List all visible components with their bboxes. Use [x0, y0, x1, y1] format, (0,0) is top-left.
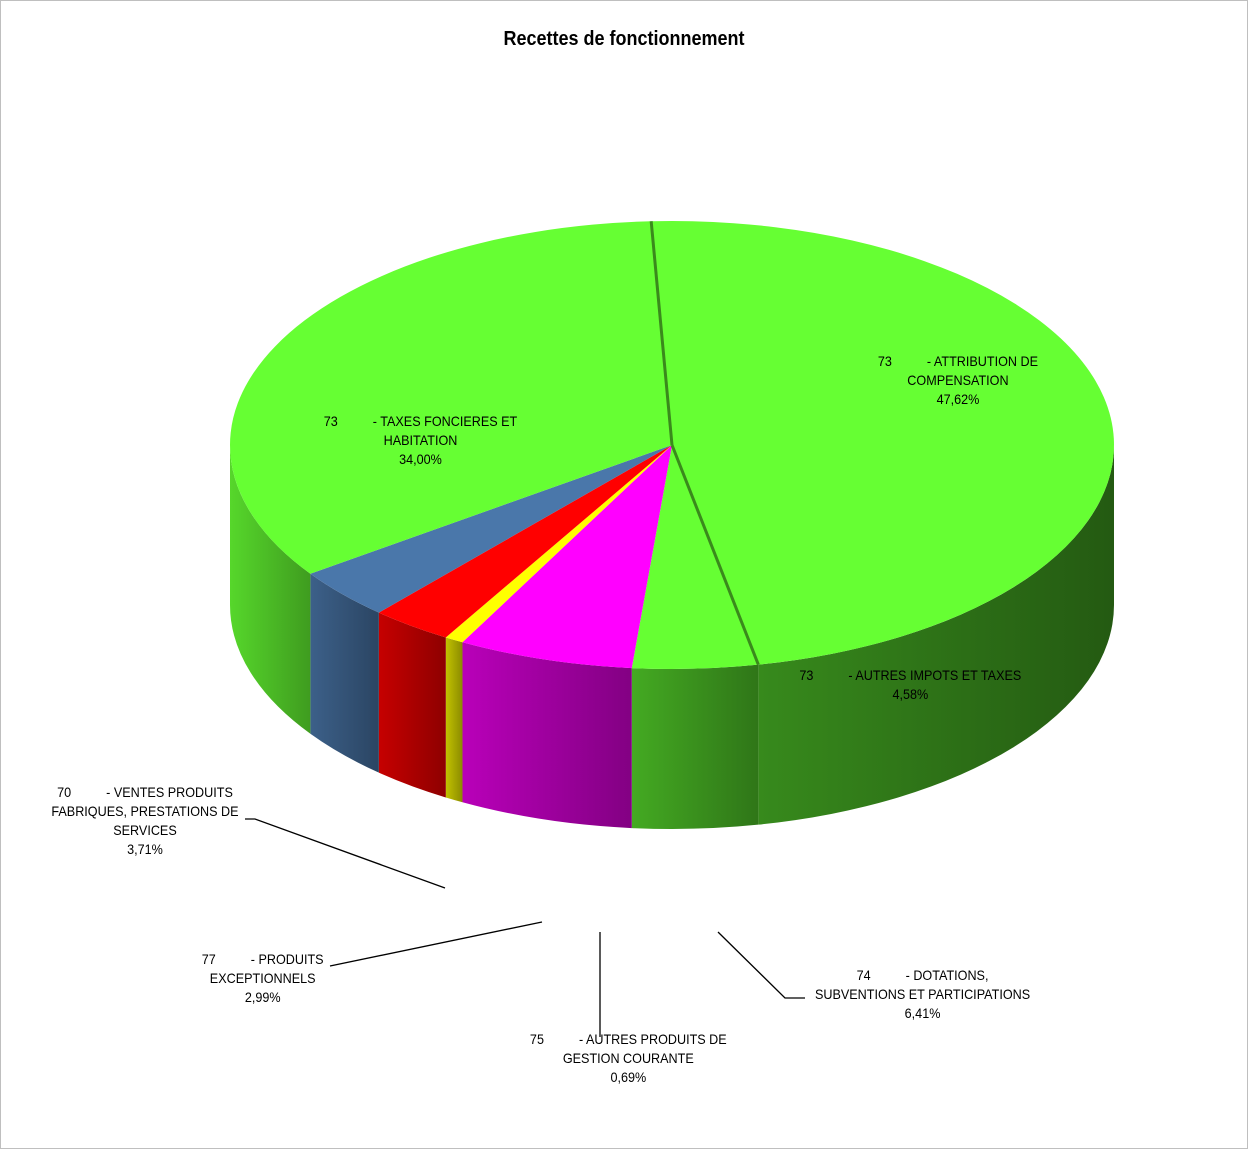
pie-slice-1 [651, 221, 1115, 665]
slice-value: 3,71% [127, 841, 163, 857]
slice-label-text: 73 - AUTRES IMPOTS ET TAXES [798, 667, 1021, 683]
slice-value: 6,41% [904, 1005, 940, 1021]
slice-value: 0,69% [609, 1069, 646, 1085]
slice-label-text: 73 - ATTRIBUTION DE COMPENSATION [877, 353, 1038, 388]
slice-label-text: 74 - DOTATIONS, SUBVENTIONS ET PARTICIPA… [814, 967, 1030, 1002]
slice-value: 34,00% [398, 451, 442, 467]
pie-side-4 [445, 637, 463, 803]
slice-label-2: 73 - AUTRES IMPOTS ET TAXES 4,58% [799, 666, 1021, 704]
slice-value: 2,99% [244, 989, 281, 1005]
pie-side-2 [631, 664, 759, 830]
slice-value: 4,58% [891, 686, 928, 702]
pie-slice-4 [445, 445, 672, 643]
leader-line-6 [245, 818, 446, 889]
slice-value: 47,62% [936, 391, 980, 407]
pie-slice-6 [310, 445, 672, 613]
slice-divider [649, 221, 674, 446]
slice-label-text: 73 - TAXES FONCIERES ET HABITATION [323, 413, 517, 448]
slice-label-4: 75 - AUTRES PRODUITS DE GESTION COURANTE… [529, 1030, 726, 1087]
slice-label-text: 75 - AUTRES PRODUITS DE GESTION COURANTE [529, 1031, 727, 1066]
slice-label-5: 77 - PRODUITS EXCEPTIONNELS 2,99% [201, 950, 323, 1007]
pie-slice-7 [230, 221, 673, 574]
slice-label-3: 74 - DOTATIONS, SUBVENTIONS ET PARTICIPA… [814, 966, 1029, 1023]
pie-side-1 [758, 445, 1114, 825]
pie-side-7 [230, 445, 311, 734]
slice-label-7: 73 - TAXES FONCIERES ET HABITATION 34,00% [323, 412, 516, 469]
slice-label-1: 73 - ATTRIBUTION DE COMPENSATION 47,62% [878, 352, 1038, 409]
slice-divider [670, 444, 760, 666]
pie-side-3 [462, 642, 632, 829]
slice-label-6: 70 - VENTES PRODUITS FABRIQUES, PRESTATI… [51, 783, 238, 859]
pie-slice-5 [378, 445, 672, 638]
pie-slice-3 [462, 445, 672, 669]
leader-line-3 [717, 931, 805, 999]
pie-top-face [230, 221, 1115, 669]
pie-side-6 [310, 573, 379, 773]
slice-label-text: 70 - VENTES PRODUITS FABRIQUES, PRESTATI… [51, 784, 239, 838]
leader-line-5 [329, 921, 543, 967]
pie-side-5 [378, 612, 446, 798]
pie-slice-2 [631, 445, 759, 669]
slice-label-text: 77 - PRODUITS EXCEPTIONNELS [201, 951, 324, 986]
pie-side-walls [230, 445, 1114, 830]
chart-title: Recettes de fonctionnement [503, 28, 745, 50]
